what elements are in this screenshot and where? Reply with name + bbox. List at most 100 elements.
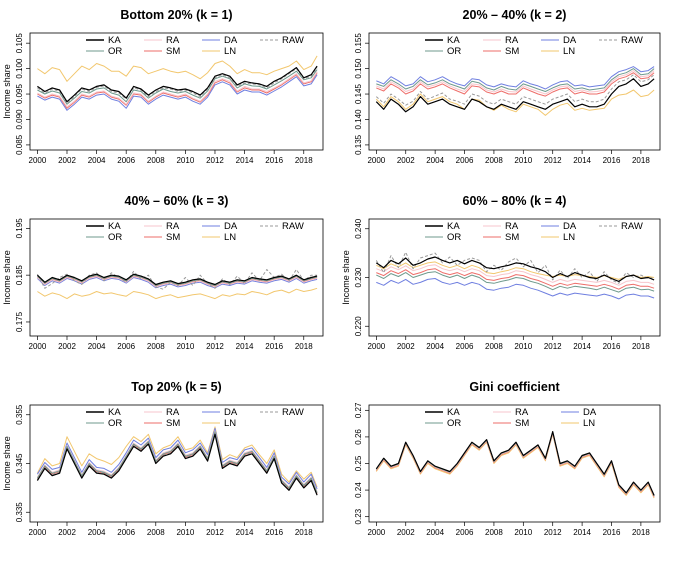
x-tick-label: 2008: [147, 342, 165, 351]
legend-label-raw: RAW: [621, 221, 643, 232]
series-line-or: [376, 68, 655, 92]
x-tick-label: 2006: [456, 156, 474, 165]
panel-title: Bottom 20% (k = 1): [120, 8, 232, 22]
x-tick-label: 2012: [206, 156, 224, 165]
x-tick-label: 2004: [426, 342, 444, 351]
legend-label-or: OR: [108, 418, 122, 429]
x-tick-label: 2006: [117, 156, 135, 165]
legend-label-ra: RA: [505, 221, 519, 232]
legend-label-ka: KA: [108, 35, 121, 46]
legend-label-sm: SM: [505, 46, 519, 57]
panel-4: 60% – 80% (k = 4) 2000 2002 2004 2006 2008 201…: [341, 194, 661, 351]
panel-3: 40% – 60% (k = 3) 2000 2002 2004 2006 2008 201…: [2, 194, 324, 351]
x-tick-label: 2016: [603, 342, 621, 351]
x-tick-label: 2004: [426, 528, 444, 537]
y-tick-label: 0.345: [15, 453, 24, 474]
y-axis-label: Income share: [2, 250, 12, 305]
x-tick-label: 2016: [603, 156, 621, 165]
x-tick-label: 2002: [58, 342, 76, 351]
x-tick-label: 2014: [573, 156, 591, 165]
legend-label-sm: SM: [166, 232, 180, 243]
legend-label-or: OR: [108, 232, 122, 243]
y-tick-label: 0.355: [15, 404, 24, 425]
x-tick-label: 2000: [29, 156, 47, 165]
x-tick-label: 2018: [295, 342, 313, 351]
series-line-ln: [375, 89, 655, 116]
y-axis-label: Income share: [341, 250, 351, 305]
x-tick-label: 2012: [544, 156, 562, 165]
series-line-ln: [37, 55, 318, 82]
y-tick-label: 0.140: [354, 109, 363, 130]
y-tick-label: 0.240: [354, 218, 363, 239]
x-tick-label: 2000: [367, 528, 385, 537]
legend-label-sm: SM: [166, 46, 180, 57]
series-line-da: [376, 66, 655, 90]
series-line-ka: [375, 78, 655, 113]
x-tick-label: 2014: [236, 342, 254, 351]
panel-title: Gini coefficient: [469, 380, 560, 394]
x-tick-label: 2012: [206, 528, 224, 537]
x-tick-label: 2000: [367, 156, 385, 165]
legend-label-ka: KA: [447, 221, 460, 232]
x-tick-label: 2016: [265, 156, 283, 165]
legend-label-ra: RA: [515, 407, 529, 418]
x-tick-label: 2008: [147, 528, 165, 537]
series-line-raw: [37, 67, 318, 104]
legend-label-da: DA: [224, 221, 238, 232]
x-tick-label: 2002: [397, 528, 415, 537]
legend-label-ln: LN: [224, 46, 236, 57]
panel-5: Top 20% (k = 5) 2000 2002 2004 2006 2008 2010 2…: [2, 380, 324, 537]
series-line-ra: [376, 70, 655, 95]
series-line-or: [37, 274, 318, 286]
series-line-ra: [376, 264, 655, 286]
x-tick-label: 2006: [117, 528, 135, 537]
panel-title: Top 20% (k = 5): [131, 380, 221, 394]
series-line-sm: [37, 72, 318, 109]
x-tick-label: 2016: [603, 528, 621, 537]
series-line-raw: [375, 74, 655, 106]
y-tick-label: 0.135: [354, 134, 363, 155]
series-line-da: [36, 427, 318, 490]
plot-frame: [29, 32, 324, 151]
legend-label-raw: RAW: [621, 35, 643, 46]
series-line-or: [37, 69, 318, 105]
legend-label-da: DA: [224, 35, 238, 46]
y-tick-label: 0.145: [354, 83, 363, 104]
legend-label-or: OR: [108, 46, 122, 57]
x-tick-label: 2010: [514, 342, 532, 351]
legend-label-ra: RA: [505, 35, 519, 46]
series-line-or: [36, 431, 318, 493]
series-line-or: [376, 271, 655, 293]
y-axis-label: Income share: [2, 436, 12, 491]
legend-label-ln: LN: [224, 232, 236, 243]
legend-label-sm: SM: [505, 232, 519, 243]
y-tick-label: 0.220: [354, 316, 363, 337]
x-tick-label: 2012: [544, 342, 562, 351]
y-tick-label: 0.195: [15, 218, 24, 239]
series-line-ka: [375, 256, 655, 282]
x-tick-label: 2006: [456, 342, 474, 351]
legend-label-ra: RA: [166, 407, 180, 418]
x-tick-label: 2000: [29, 528, 47, 537]
series-line-da: [37, 74, 318, 111]
legend-label-ra: RA: [166, 221, 180, 232]
x-tick-label: 2016: [265, 528, 283, 537]
legend-label-ra: RA: [166, 35, 180, 46]
legend-label-da: DA: [224, 407, 238, 418]
x-tick-label: 2016: [265, 342, 283, 351]
legend-label-or: OR: [447, 418, 461, 429]
legend-label-da: DA: [563, 221, 577, 232]
x-tick-label: 2002: [397, 156, 415, 165]
y-tick-label: 0.150: [354, 58, 363, 79]
legend-label-ln: LN: [563, 232, 575, 243]
x-tick-label: 2008: [485, 342, 503, 351]
x-tick-label: 2014: [573, 528, 591, 537]
series-line-sm: [376, 268, 655, 290]
x-tick-label: 2008: [147, 156, 165, 165]
x-tick-label: 2000: [367, 342, 385, 351]
series-line-sm: [376, 72, 655, 97]
